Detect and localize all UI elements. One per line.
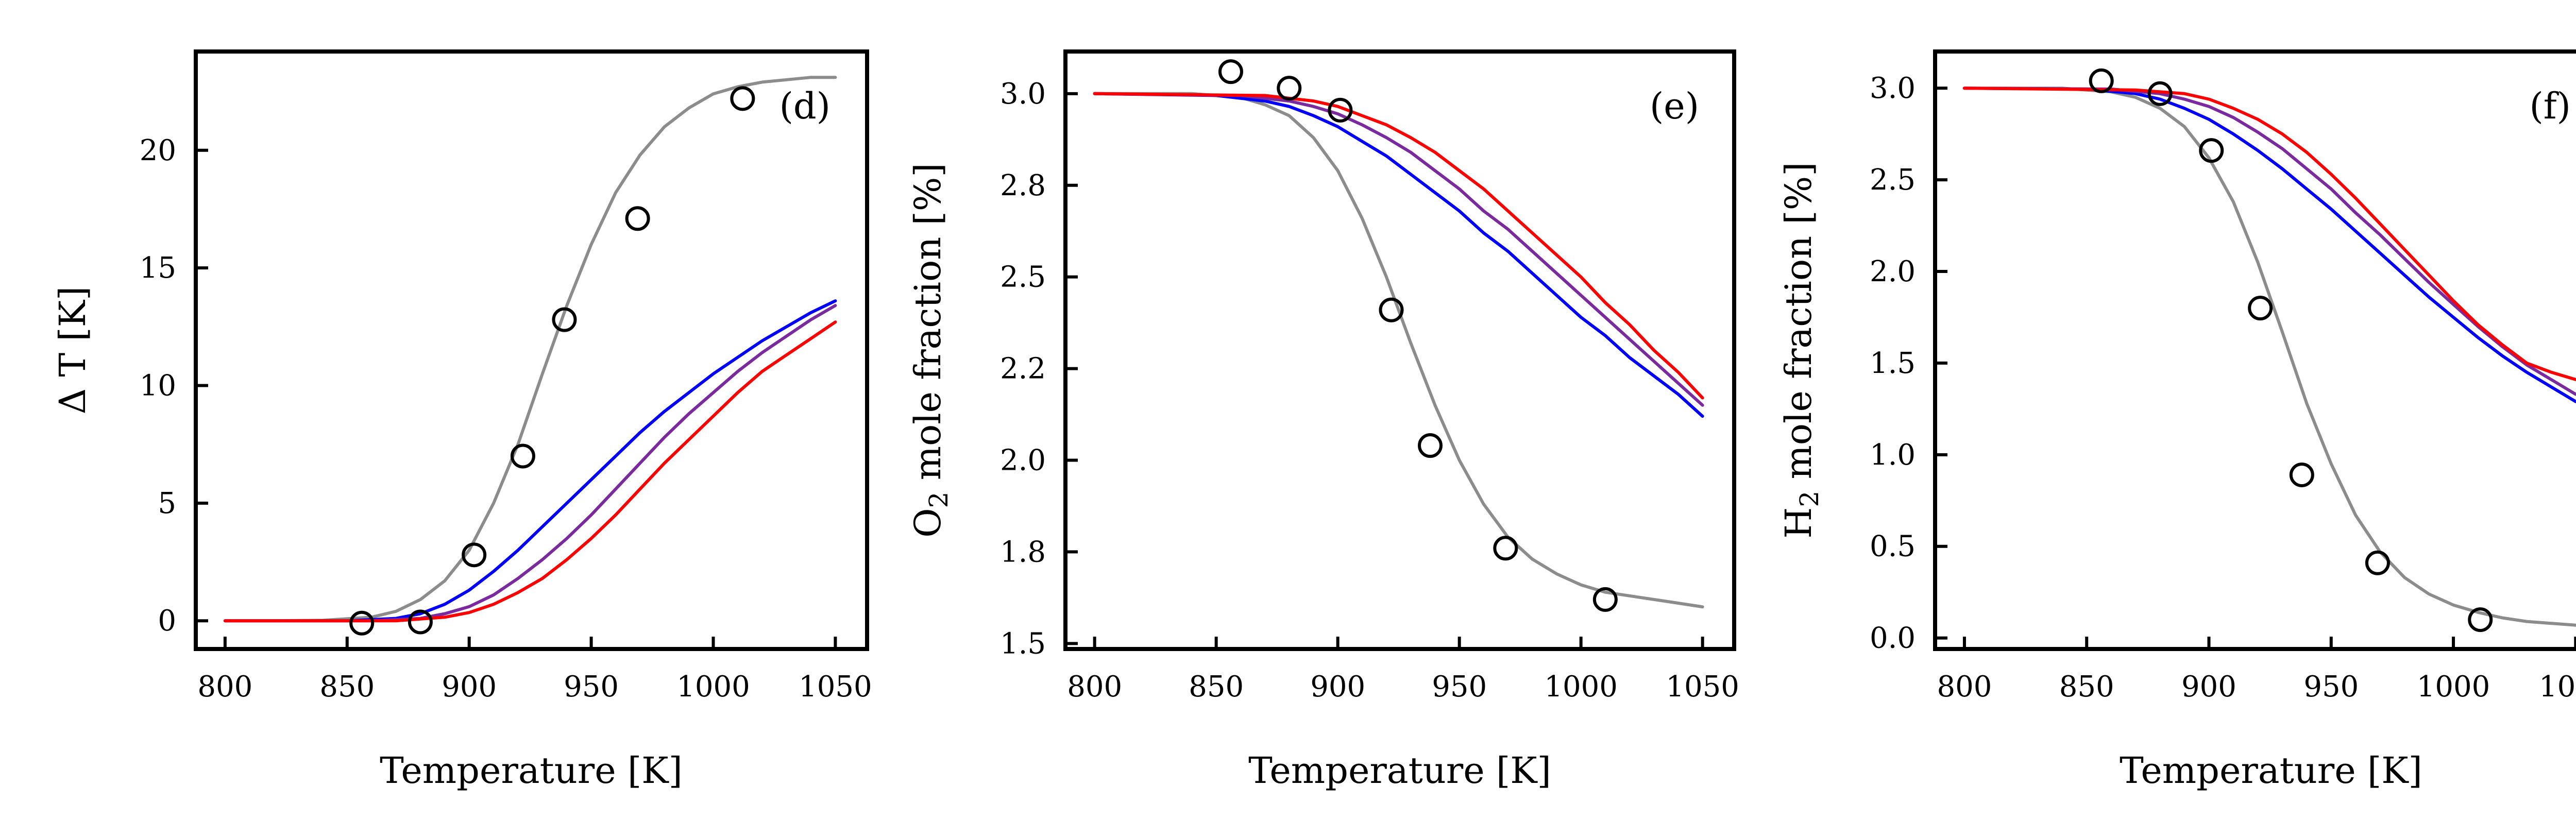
panel-f-data-point — [2089, 68, 2114, 93]
panel-d-x-tick-label: 850 — [319, 670, 375, 704]
panel-f-y-tick-label: 1.0 — [1870, 438, 1916, 472]
panel-d-y-axis-label: Δ T [K] — [52, 286, 94, 415]
panel-e-data-point — [1328, 97, 1353, 123]
panel-e-axes-frame — [1063, 49, 1736, 651]
panel-d-y-axis-label-main: Δ T [K] — [52, 286, 94, 415]
panel-e-y-axis-label-sub: 2 — [924, 492, 954, 508]
panel-d-series-line-0 — [223, 76, 837, 623]
panel-f: 800 850 900 950 1000 1050 0.0 0.5 1.0 1.5 2.0 2.5 3.… — [1777, 49, 2576, 792]
panel-e-y-tick-label: 2.8 — [1000, 169, 1046, 202]
panel-e-series-line-2 — [1093, 92, 1704, 407]
panel-d-data-point — [462, 542, 487, 568]
panel-f-x-axis-label: Temperature [K] — [2120, 749, 2422, 792]
panel-f-axes-frame — [1933, 49, 2576, 651]
panel-d-x-tick-label: 1000 — [676, 670, 750, 704]
panel-f-series-line-0 — [1962, 87, 2576, 627]
panel-e-y-axis-label: O2 mole fraction [%] — [907, 163, 954, 537]
panel-e-y-tick-label: 2.5 — [1000, 261, 1046, 294]
panel-d-y-tick-label: 15 — [140, 251, 176, 285]
panel-e-plot-layer — [1093, 59, 1704, 612]
panel-d-x-axis-label: Temperature [K] — [380, 749, 683, 792]
panel-f-y-tick-label: 3.0 — [1870, 72, 1916, 105]
panel-d-data-point — [349, 610, 375, 636]
panel-d-data-point — [552, 307, 577, 332]
panel-d-series-line-1 — [223, 299, 837, 623]
panel-d-axes-frame — [194, 49, 869, 651]
panel-d-y-tick-label: 5 — [158, 487, 176, 520]
panel-e-x-tick-label: 950 — [1432, 670, 1487, 704]
panel-f-x-tick-label: 1000 — [2417, 670, 2490, 704]
panel-e-x-axis-label: Temperature [K] — [1248, 749, 1551, 792]
panel-e-x-tick-label: 800 — [1067, 670, 1122, 704]
panel-f-data-point — [2147, 81, 2173, 106]
panel-f-series-line-2 — [1962, 87, 2576, 396]
panel-e-data-point — [1277, 76, 1302, 101]
panel-d-plot-layer — [223, 76, 837, 636]
panel-f-tick-layer: 800 850 900 950 1000 1050 0.0 0.5 1.0 1.5 2.0 2.5 3.… — [1870, 72, 2576, 704]
panel-f-plot-layer — [1962, 68, 2576, 633]
panel-d-y-tick-label: 20 — [140, 134, 176, 167]
panel-f-y-tick-label: 1.5 — [1870, 347, 1916, 380]
panel-d-label: (d) — [779, 85, 831, 127]
panel-e: 800 850 900 950 1000 1050 1.5 1.8 2.0 2.2 2.5 2.8 3.… — [907, 49, 1739, 792]
panel-f-y-axis-label-sub: 2 — [1794, 491, 1824, 507]
panel-e-y-tick-label: 2.0 — [1000, 443, 1046, 477]
panel-d-series-line-2 — [223, 304, 837, 623]
panel-d-data-point — [408, 609, 433, 635]
panel-d: 800 850 900 950 1000 1050 0 5 10 15 20 (d) Tempera… — [52, 49, 872, 792]
panel-e-x-tick-label: 850 — [1189, 670, 1244, 704]
panel-d-data-point — [730, 86, 755, 111]
panel-f-y-axis-label-main: H — [1777, 507, 1820, 539]
panel-f-data-point — [2365, 550, 2390, 575]
panel-f-x-tick-label: 900 — [2181, 670, 2236, 704]
panel-e-data-point — [1218, 59, 1243, 84]
panel-f-y-axis-label-rest: mole fraction [%] — [1777, 162, 1820, 490]
panel-d-series-line-3 — [223, 320, 837, 623]
panel-e-y-tick-label: 2.2 — [1000, 352, 1046, 386]
panel-d-data-point — [625, 206, 650, 231]
panel-e-x-tick-label: 1050 — [1666, 670, 1739, 704]
panel-e-series-line-0 — [1093, 92, 1704, 609]
panel-f-data-point — [2289, 462, 2314, 487]
panel-f-series-line-3 — [1962, 87, 2576, 381]
panel-e-x-tick-label: 900 — [1310, 670, 1365, 704]
panel-f-y-tick-label: 2.5 — [1870, 163, 1916, 197]
panel-f-data-point — [2199, 138, 2224, 163]
panel-d-data-point — [510, 443, 535, 469]
panel-d-x-tick-label: 950 — [564, 670, 619, 704]
panel-f-x-tick-label: 800 — [1937, 670, 1992, 704]
panel-e-tick-layer: 800 850 900 950 1000 1050 1.5 1.8 2.0 2.2 2.5 2.8 3.… — [1000, 77, 1739, 704]
panel-e-x-tick-label: 1000 — [1544, 670, 1618, 704]
panel-d-y-tick-label: 0 — [158, 604, 176, 638]
panel-e-data-point — [1379, 297, 1404, 322]
panel-e-data-point — [1493, 536, 1518, 561]
panel-d-x-tick-label: 900 — [442, 670, 497, 704]
panel-d-x-tick-label: 1050 — [799, 670, 872, 704]
panel-e-y-axis-label-main: O — [907, 508, 949, 537]
panel-f-y-tick-label: 2.0 — [1870, 255, 1916, 288]
panel-f-series-line-1 — [1962, 87, 2576, 403]
panel-e-series-line-1 — [1093, 92, 1704, 418]
panel-f-x-tick-label: 850 — [2059, 670, 2114, 704]
panel-f-x-tick-label: 1050 — [2539, 670, 2576, 704]
panel-e-y-tick-label: 1.5 — [1000, 627, 1046, 660]
panel-f-label: (f) — [2529, 85, 2571, 127]
panel-f-data-point — [2468, 607, 2493, 633]
panel-e-y-axis-label-rest: mole fraction [%] — [907, 163, 949, 491]
panel-f-y-axis-label: H2 mole fraction [%] — [1777, 162, 1824, 538]
panel-e-data-point — [1592, 587, 1618, 612]
panel-f-data-point — [2248, 296, 2273, 321]
panel-d-y-tick-label: 10 — [140, 369, 176, 403]
panel-e-y-tick-label: 1.8 — [1000, 535, 1046, 569]
panel-d-x-tick-label: 800 — [197, 670, 252, 704]
panel-f-y-tick-label: 0.5 — [1870, 530, 1916, 563]
panel-e-label: (e) — [1650, 85, 1699, 127]
panel-e-series-line-3 — [1093, 92, 1704, 400]
panel-f-x-tick-label: 950 — [2303, 670, 2359, 704]
panel-e-y-tick-label: 3.0 — [1000, 77, 1046, 111]
panel-f-y-tick-label: 0.0 — [1870, 622, 1916, 655]
panel-e-data-point — [1418, 433, 1443, 458]
panel-d-tick-layer: 800 850 900 950 1000 1050 0 5 10 15 20 — [140, 134, 872, 704]
